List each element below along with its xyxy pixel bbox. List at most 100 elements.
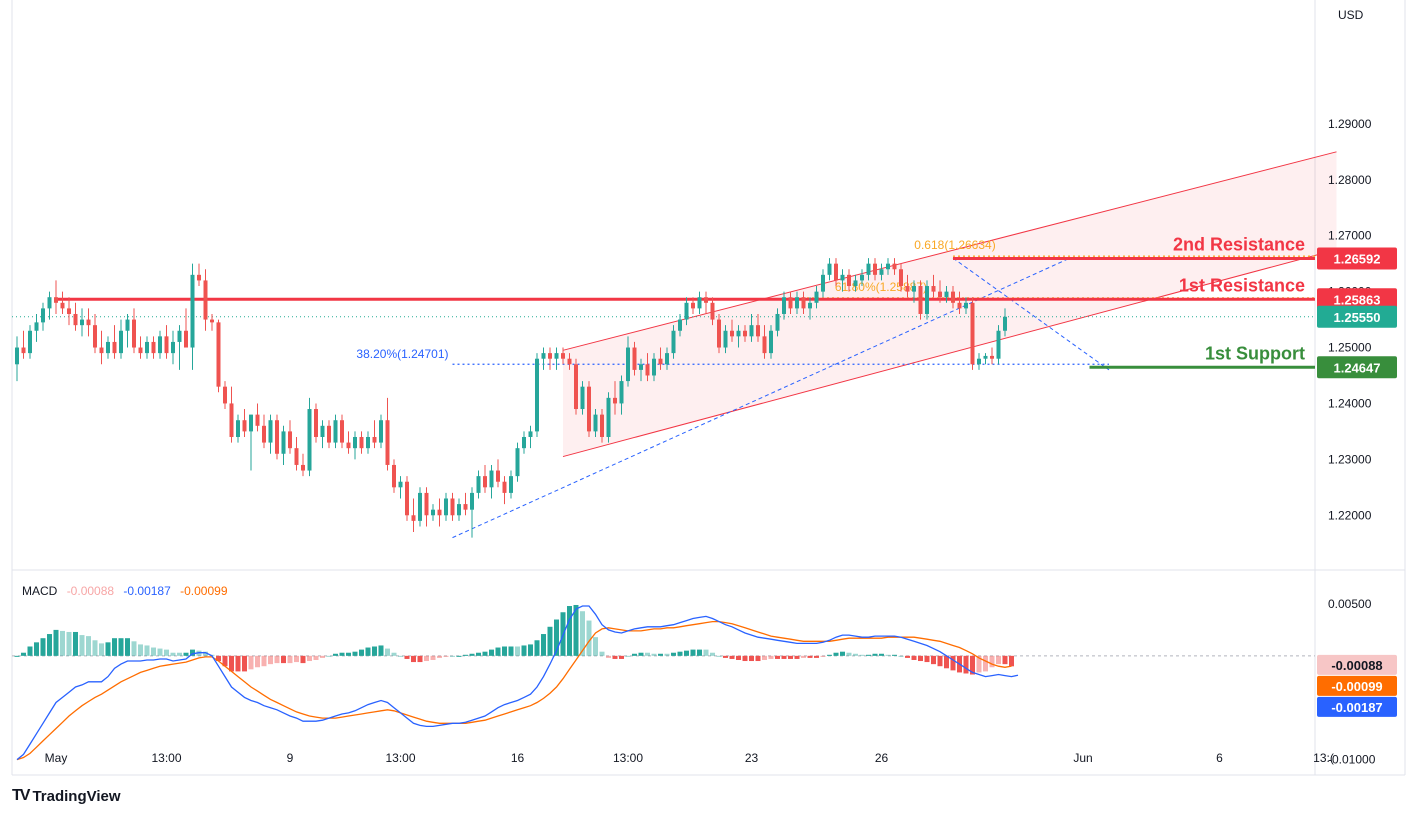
tradingview-brand[interactable]: TV TradingView bbox=[12, 787, 121, 805]
ascending-channel[interactable] bbox=[562, 151, 1337, 458]
macd-histogram-bar bbox=[476, 652, 481, 656]
candle bbox=[977, 353, 981, 370]
macd-histogram-bar bbox=[580, 611, 585, 656]
candle bbox=[834, 258, 838, 287]
candle-body bbox=[684, 302, 689, 320]
candle-body bbox=[223, 386, 227, 404]
macd-histogram-bar bbox=[723, 655, 728, 658]
candle-body bbox=[756, 325, 760, 337]
candle bbox=[184, 308, 188, 348]
candle-body bbox=[385, 420, 390, 465]
candle bbox=[73, 302, 78, 331]
macd-histogram-bar bbox=[651, 653, 657, 656]
candle-body bbox=[28, 330, 32, 354]
channel-lower-line[interactable] bbox=[562, 249, 1337, 458]
candle-body bbox=[502, 481, 507, 493]
candle-body bbox=[899, 269, 903, 287]
candle-body bbox=[736, 330, 741, 337]
candle-body bbox=[86, 319, 91, 326]
macd-histogram-bar bbox=[788, 655, 793, 659]
macd-pane bbox=[12, 604, 1315, 761]
fib-382-label: 38.20%(1.24701) bbox=[356, 347, 448, 361]
time-axis[interactable]: May 13:00 9 13:00 16 13:00 23 26 Jun 6 13:( bbox=[45, 751, 1334, 765]
macd-histogram-bar bbox=[742, 655, 748, 662]
candle bbox=[86, 308, 91, 337]
candle bbox=[899, 263, 903, 292]
candle-body bbox=[834, 263, 838, 281]
level-text-labels: 2nd Resistance 1st Resistance 1st Support bbox=[1173, 235, 1305, 364]
candle bbox=[275, 414, 279, 460]
price-tick-label: 1.28000 bbox=[1328, 173, 1372, 187]
last-price-tag-text: 1.25550 bbox=[1334, 310, 1381, 325]
price-tick-label: 1.25000 bbox=[1328, 341, 1372, 355]
fib-swing-line-1[interactable] bbox=[452, 257, 1071, 539]
resistance-1-label: 1st Resistance bbox=[1179, 275, 1305, 295]
candle bbox=[853, 274, 858, 292]
candle-body bbox=[606, 397, 611, 437]
candle-body bbox=[574, 364, 578, 410]
macd-histogram-bar bbox=[983, 655, 988, 672]
macd-histogram-bar bbox=[216, 655, 221, 662]
candle-body bbox=[632, 347, 637, 370]
candle bbox=[346, 431, 351, 454]
candle bbox=[145, 336, 149, 359]
candle bbox=[444, 492, 448, 521]
candle bbox=[489, 464, 494, 499]
macd-histogram-bar bbox=[456, 655, 462, 657]
price-axis[interactable]: 1.220001.230001.240001.250001.260001.270… bbox=[1317, 117, 1397, 767]
macd-histogram-bar bbox=[502, 646, 507, 656]
candle-body bbox=[138, 347, 143, 354]
candle bbox=[106, 336, 110, 359]
macd-legend-hist: -0.00088 bbox=[67, 584, 115, 598]
candle-body bbox=[977, 358, 981, 365]
macd-histogram-bar bbox=[40, 638, 46, 656]
candle-body bbox=[190, 274, 195, 348]
candle bbox=[158, 330, 162, 359]
candle-body bbox=[164, 336, 169, 354]
time-tick-label: 13:00 bbox=[613, 751, 643, 765]
channel-upper-line[interactable] bbox=[562, 151, 1337, 351]
macd-legend[interactable]: MACD -0.00088 -0.00187 -0.00099 bbox=[22, 584, 228, 598]
candle-body bbox=[34, 322, 39, 331]
candle-body bbox=[262, 425, 266, 443]
candle bbox=[905, 274, 910, 298]
macd-histogram-bar bbox=[872, 653, 878, 656]
candle-body bbox=[717, 319, 721, 348]
candle bbox=[190, 263, 195, 370]
candle bbox=[463, 492, 468, 516]
macd-histogram-bar bbox=[664, 653, 670, 656]
candle bbox=[827, 258, 832, 281]
candle bbox=[112, 325, 117, 359]
candle-body bbox=[275, 420, 279, 454]
candle-body bbox=[769, 330, 773, 354]
macd-histogram-bar bbox=[151, 647, 156, 656]
candle-body bbox=[236, 420, 240, 437]
candle bbox=[652, 353, 656, 382]
macd-histogram-bar bbox=[944, 655, 949, 669]
candle bbox=[229, 386, 234, 443]
macd-histogram-bar bbox=[417, 655, 423, 663]
candle-body bbox=[535, 358, 539, 432]
candle-body bbox=[301, 464, 305, 471]
candle bbox=[840, 269, 845, 292]
candle bbox=[132, 308, 136, 354]
support-resistance-levels[interactable] bbox=[12, 257, 1315, 369]
macd-histogram-bar bbox=[716, 655, 722, 657]
macd-histogram-bar bbox=[86, 636, 91, 656]
price-tick-label: 1.24000 bbox=[1328, 396, 1372, 410]
fib-swing-line-2[interactable] bbox=[952, 257, 1110, 371]
macd-histogram-bar bbox=[66, 631, 72, 656]
macd-histogram-bar bbox=[970, 655, 975, 675]
candle bbox=[658, 347, 663, 370]
macd-histogram-bar bbox=[859, 654, 865, 656]
macd-histogram-bar bbox=[359, 649, 364, 656]
candle bbox=[860, 269, 864, 287]
macd-histogram-bar bbox=[144, 645, 150, 656]
macd-histogram-bar bbox=[183, 652, 189, 656]
macd-histogram-bar bbox=[112, 638, 117, 656]
candle-body bbox=[957, 302, 962, 309]
macd-signal-tag bbox=[1317, 675, 1397, 696]
macd-histogram-bar bbox=[307, 655, 312, 662]
candle-body bbox=[294, 448, 299, 465]
